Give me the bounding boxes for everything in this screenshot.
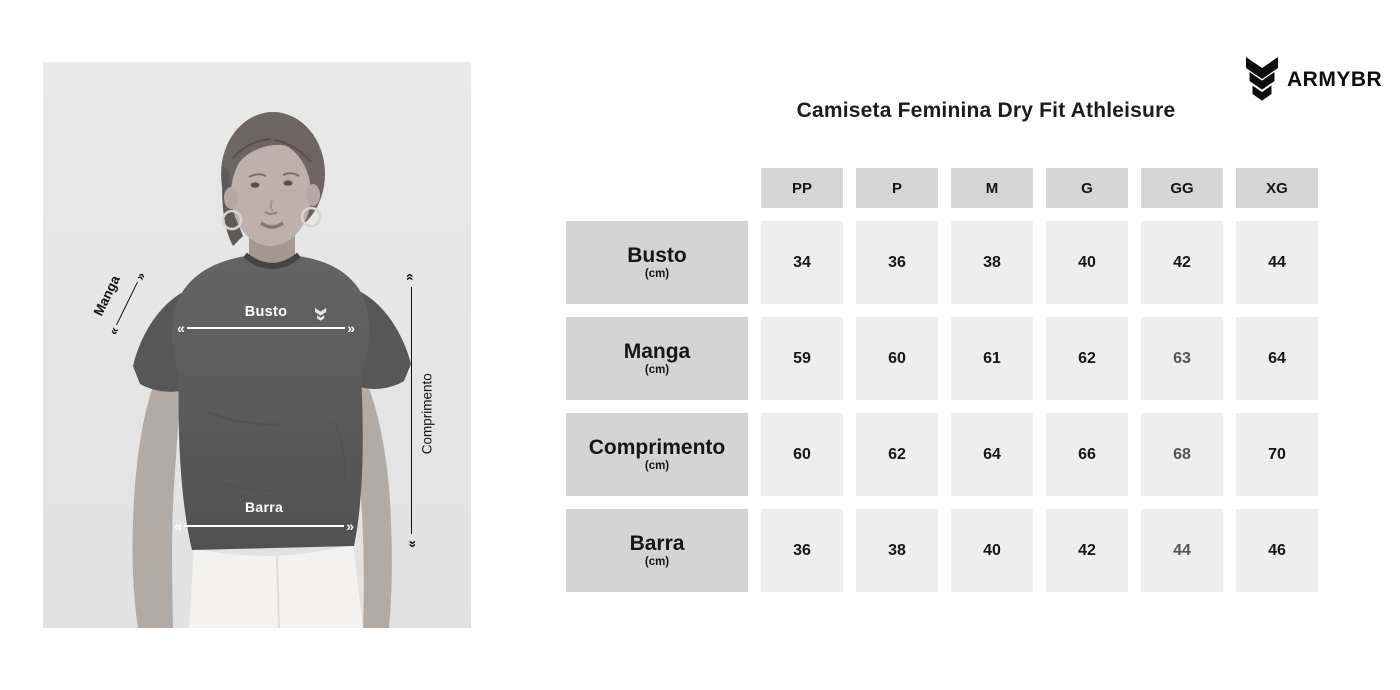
row-unit: (cm) (644, 268, 670, 281)
size-value-cell: 66 (1046, 413, 1128, 496)
row-unit: (cm) (644, 364, 670, 377)
size-value-cell: 63 (1141, 317, 1223, 400)
size-value-cell: 70 (1236, 413, 1318, 496)
measure-row-label-busto: Busto (cm) (566, 221, 748, 304)
row-label: Busto (627, 243, 687, 267)
size-column-header-gg: GG (1141, 168, 1223, 208)
measure-row-label-manga: Manga (cm) (566, 317, 748, 400)
size-value-cell: 61 (951, 317, 1033, 400)
size-table: PP P M G GG XG Busto (cm) 34 36 38 40 42… (566, 168, 1318, 592)
chevron-up-icon: « (402, 273, 419, 281)
arrow-shaft (186, 327, 346, 329)
row-unit: (cm) (644, 460, 670, 473)
size-value-cell: 36 (856, 221, 938, 304)
row-label: Barra (629, 531, 685, 555)
shirt-chevron-logo-icon (315, 308, 327, 321)
size-value-cell: 46 (1236, 509, 1318, 592)
chevron-down-icon: « (402, 540, 419, 548)
size-value-cell: 64 (951, 413, 1033, 496)
brand-name: ARMYBR (1287, 67, 1383, 91)
size-column-header-pp: PP (761, 168, 843, 208)
busto-measure-arrow: « » (177, 321, 355, 335)
size-value-cell: 44 (1236, 221, 1318, 304)
page-title: Camiseta Feminina Dry Fit Athleisure (796, 99, 1176, 122)
size-column-header-g: G (1046, 168, 1128, 208)
size-value-cell: 34 (761, 221, 843, 304)
barra-measure-arrow: « » (174, 519, 354, 533)
size-value-cell: 36 (761, 509, 843, 592)
comprimento-measure-arrow: « « (403, 270, 419, 551)
chevron-left-icon: « (174, 518, 182, 534)
size-column-header-m: M (951, 168, 1033, 208)
size-value-cell: 60 (856, 317, 938, 400)
size-value-cell: 60 (761, 413, 843, 496)
size-value-cell: 40 (1046, 221, 1128, 304)
size-value-cell: 38 (951, 221, 1033, 304)
chevron-right-icon: » (346, 518, 354, 534)
row-label: Manga (623, 339, 691, 363)
chevron-right-icon: » (347, 320, 355, 336)
measure-row-label-comprimento: Comprimento (cm) (566, 413, 748, 496)
barra-measure-label: Barra (244, 499, 284, 515)
size-value-cell: 40 (951, 509, 1033, 592)
busto-measure-label: Busto (244, 304, 288, 320)
model-face (229, 126, 317, 246)
size-value-cell: 64 (1236, 317, 1318, 400)
size-value-cell: 59 (761, 317, 843, 400)
size-value-cell: 62 (856, 413, 938, 496)
brand-logo: ARMYBR (1245, 56, 1382, 103)
size-value-cell: 68 (1141, 413, 1223, 496)
product-photo: Manga « » Busto « » « « Comprimento Barr… (43, 62, 471, 628)
row-unit: (cm) (644, 556, 670, 569)
size-column-header-p: P (856, 168, 938, 208)
size-value-cell: 42 (1141, 221, 1223, 304)
model-arms (132, 362, 392, 628)
brand-chevrons-icon (1246, 57, 1278, 101)
model-earrings (221, 184, 322, 231)
chevron-left-icon: « (177, 320, 185, 336)
arrow-shaft (410, 287, 412, 534)
arrow-shaft (183, 525, 345, 527)
size-value-cell: 42 (1046, 509, 1128, 592)
row-label: Comprimento (588, 435, 726, 459)
model-leggings (189, 544, 363, 628)
table-corner-spacer (566, 168, 748, 208)
measure-row-label-barra: Barra (cm) (566, 509, 748, 592)
size-value-cell: 38 (856, 509, 938, 592)
size-value-cell: 44 (1141, 509, 1223, 592)
comprimento-measure-label: Comprimento (419, 373, 435, 455)
size-value-cell: 62 (1046, 317, 1128, 400)
size-column-header-xg: XG (1236, 168, 1318, 208)
model-tshirt (172, 252, 369, 550)
model-illustration (43, 62, 471, 628)
